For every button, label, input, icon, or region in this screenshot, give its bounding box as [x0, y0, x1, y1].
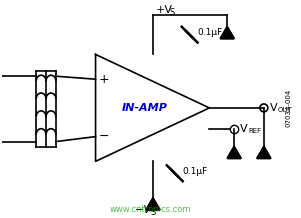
Text: V: V: [240, 124, 248, 134]
Text: REF: REF: [248, 128, 261, 134]
Text: −: −: [98, 130, 109, 143]
Text: S: S: [150, 208, 155, 217]
Text: 07034-004: 07034-004: [286, 89, 292, 127]
Polygon shape: [146, 198, 160, 210]
Polygon shape: [227, 146, 241, 158]
Text: IN-AMP: IN-AMP: [122, 103, 168, 113]
Text: 0.1μF: 0.1μF: [183, 167, 208, 176]
Text: +V: +V: [156, 5, 173, 15]
Text: +: +: [98, 73, 109, 86]
Polygon shape: [257, 146, 271, 158]
Text: OUT: OUT: [278, 107, 293, 113]
Text: −V: −V: [135, 205, 152, 215]
Text: 0.1μF: 0.1μF: [197, 28, 223, 37]
Text: www.cntronics.com: www.cntronics.com: [109, 205, 191, 214]
Text: V: V: [270, 103, 278, 113]
Polygon shape: [220, 27, 234, 39]
Text: S: S: [170, 8, 175, 17]
